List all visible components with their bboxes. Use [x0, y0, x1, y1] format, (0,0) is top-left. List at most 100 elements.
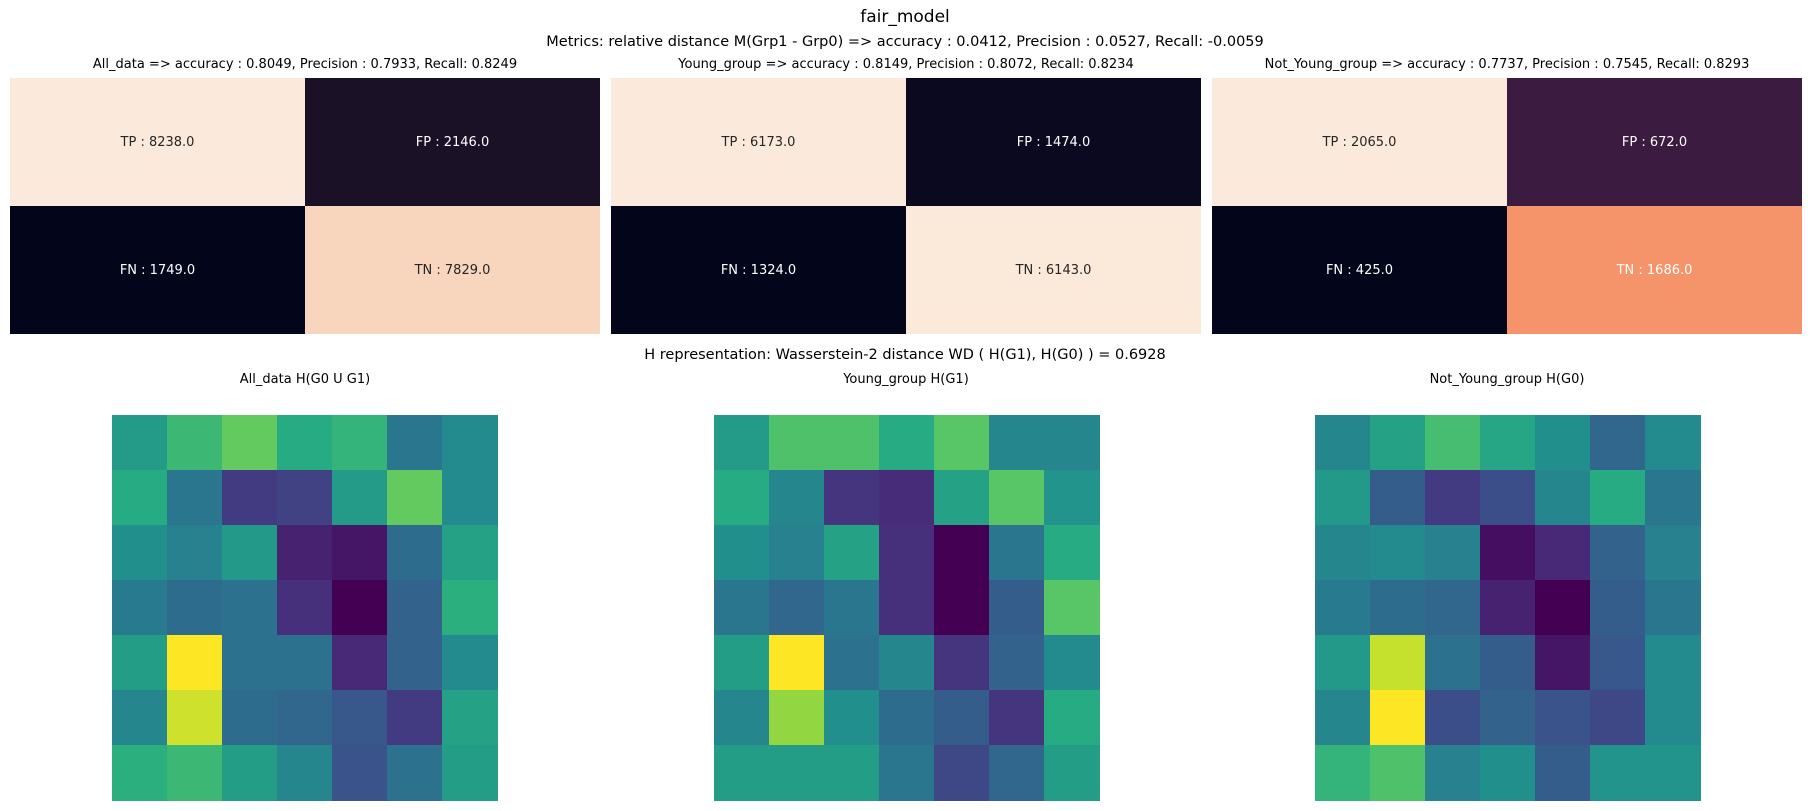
heatmap-cell [824, 525, 880, 581]
heatmap-cell [714, 415, 770, 471]
heatmap-cell [387, 635, 443, 691]
heatmap-cell [989, 635, 1045, 691]
heatmap-cell [714, 635, 770, 691]
figure-title: fair_model [860, 7, 950, 27]
heatmap-cell [1645, 415, 1701, 471]
heatmap-cell [879, 635, 935, 691]
heatmap-cell [1370, 470, 1426, 526]
h-heatmap-not-young [1315, 415, 1701, 801]
heatmap-cell [769, 470, 825, 526]
heatmap-cell [1535, 635, 1591, 691]
heatmap-cell [1480, 415, 1536, 471]
cm-cell-fn: FN : 425.0 [1212, 206, 1507, 334]
heatmap-cell [1370, 415, 1426, 471]
cm-cell-tn: TN : 7829.0 [305, 206, 600, 334]
heatmap-cell [167, 745, 223, 801]
heatmap-cell [714, 525, 770, 581]
confusion-matrix-all: TP : 8238.0 FP : 2146.0 FN : 1749.0 TN : 78… [10, 78, 600, 334]
heatmap-cell [879, 415, 935, 471]
heatmap-cell [1315, 525, 1371, 581]
cm-cell-fp: FP : 2146.0 [305, 78, 600, 206]
heatmap-cell [714, 690, 770, 746]
heatmap-cell [1315, 635, 1371, 691]
heatmap-cell [824, 580, 880, 636]
cm-cell-fp: FP : 672.0 [1507, 78, 1802, 206]
heatmap-cell [167, 525, 223, 581]
heatmap-cell [824, 635, 880, 691]
heatmap-cell [1480, 745, 1536, 801]
heatmap-cell [222, 580, 278, 636]
heatmap-cell [277, 525, 333, 581]
heatmap-cell [167, 470, 223, 526]
heatmap-cell [1590, 525, 1646, 581]
cm-cell-tn: TN : 6143.0 [906, 206, 1201, 334]
h-heatmap-young [714, 415, 1100, 801]
heatmap-cell [1535, 525, 1591, 581]
heatmap-cell [1315, 580, 1371, 636]
heatmap-cell [769, 745, 825, 801]
heatmap-cell [769, 415, 825, 471]
heatmap-title-not-young: Not_Young_group H(G0) [1429, 372, 1585, 387]
heatmap-cell [989, 415, 1045, 471]
heatmap-cell [112, 525, 168, 581]
heatmap-cell [989, 690, 1045, 746]
heatmap-cell [332, 470, 388, 526]
heatmap-cell [879, 525, 935, 581]
heatmap-cell [879, 470, 935, 526]
heatmap-cell [222, 745, 278, 801]
heatmap-cell [1370, 635, 1426, 691]
heatmap-cell [112, 690, 168, 746]
heatmap-cell [1370, 690, 1426, 746]
heatmap-cell [1044, 525, 1100, 581]
confusion-matrix-title-all: All_data => accuracy : 0.8049, Precision… [92, 57, 518, 72]
heatmap-cell [1370, 745, 1426, 801]
heatmap-cell [1315, 470, 1371, 526]
heatmap-cell [934, 470, 990, 526]
heatmap-cell [112, 580, 168, 636]
heatmap-cell [934, 525, 990, 581]
heatmap-cell [1590, 470, 1646, 526]
heatmap-cell [989, 745, 1045, 801]
heatmap-cell [1425, 635, 1481, 691]
heatmap-cell [1425, 690, 1481, 746]
heatmap-cell [1480, 525, 1536, 581]
heatmap-cell [1535, 690, 1591, 746]
heatmap-cell [934, 745, 990, 801]
heatmap-cell [1480, 580, 1536, 636]
heatmap-cell [387, 525, 443, 581]
heatmap-cell [1425, 470, 1481, 526]
heatmap-cell [714, 580, 770, 636]
heatmap-cell [1535, 415, 1591, 471]
heatmap-cell [1315, 745, 1371, 801]
heatmap-cell [824, 690, 880, 746]
heatmap-cell [277, 690, 333, 746]
heatmap-cell [1425, 525, 1481, 581]
heatmap-cell [332, 415, 388, 471]
heatmap-cell [1044, 690, 1100, 746]
heatmap-cell [934, 415, 990, 471]
heatmap-cell [1370, 525, 1426, 581]
heatmap-cell [442, 525, 498, 581]
heatmap-cell [824, 415, 880, 471]
h-heatmap-all [112, 415, 498, 801]
cm-cell-fn: FN : 1749.0 [10, 206, 305, 334]
heatmap-cell [112, 745, 168, 801]
heatmap-cell [824, 470, 880, 526]
heatmap-cell [1645, 745, 1701, 801]
heatmap-cell [1590, 580, 1646, 636]
heatmap-cell [989, 580, 1045, 636]
heatmap-cell [332, 525, 388, 581]
heatmap-cell [1535, 580, 1591, 636]
heatmap-cell [1425, 415, 1481, 471]
heatmap-cell [112, 415, 168, 471]
heatmap-cell [934, 690, 990, 746]
heatmap-cell [387, 690, 443, 746]
heatmap-cell [277, 745, 333, 801]
heatmap-cell [1044, 470, 1100, 526]
heatmap-cell [112, 635, 168, 691]
heatmap-cell [442, 690, 498, 746]
heatmap-cell [1645, 470, 1701, 526]
heatmap-cell [989, 470, 1045, 526]
heatmap-cell [1535, 745, 1591, 801]
heatmap-cell [1590, 635, 1646, 691]
